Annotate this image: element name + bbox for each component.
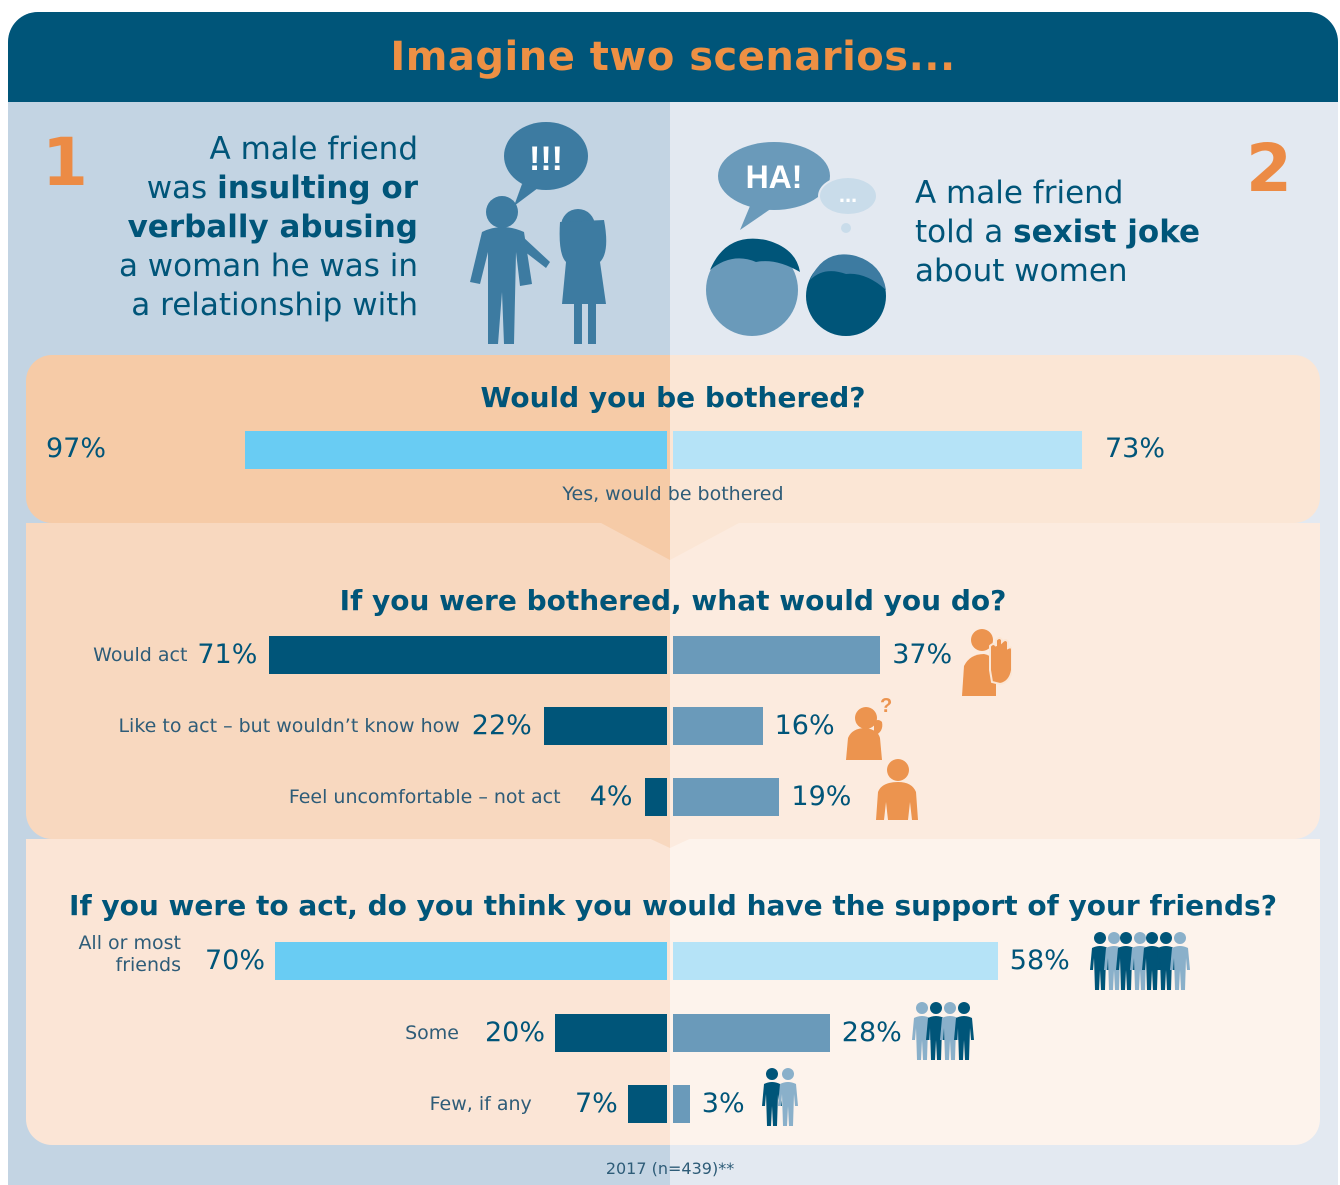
action-bar-scenario2-0 — [673, 636, 881, 674]
action-bar-scenario1-2 — [644, 778, 667, 816]
question-bothered: Would you be bothered? — [480, 381, 866, 414]
scenario1-line5: a relationship with — [131, 287, 418, 323]
action-bar-scenario1-0 — [269, 636, 667, 674]
question-what-would-you-do: If you were bothered, what would you do? — [339, 584, 1007, 617]
support-bar-scenario1-2 — [627, 1085, 667, 1123]
bothered-bar-scenario2 — [673, 431, 1082, 469]
support-label-0-line1: All or most — [78, 932, 181, 954]
scenario1-number: 1 — [42, 124, 88, 201]
question-support-of-friends: If you were to act, do you think you wou… — [69, 889, 1277, 922]
scenario1-line2: was insulting or — [146, 170, 418, 206]
scenario2-line1: A male friend — [915, 175, 1124, 211]
scenario2-line2: told a sexist joke — [915, 214, 1201, 250]
action-left-pct-1: 22% — [471, 710, 532, 741]
scenario2-description: A male friend told a sexist joke about w… — [915, 174, 1275, 291]
action-bar-scenario2-2 — [673, 778, 780, 816]
support-left-pct-0: 70% — [204, 945, 265, 976]
support-right-pct-1: 28% — [841, 1017, 902, 1048]
large-group-icon — [1090, 932, 1190, 990]
page-title: Imagine two scenarios... — [390, 34, 956, 80]
support-bar-scenario1-1 — [555, 1014, 667, 1052]
ha-speech-text: HA! — [746, 159, 803, 195]
scenario2-number: 2 — [1246, 130, 1292, 207]
uncomfortable-person-icon — [876, 759, 918, 820]
action-left-pct-0: 71% — [197, 639, 258, 670]
panel1-pointer — [588, 516, 752, 560]
support-bar-scenario1-0 — [275, 942, 667, 980]
scenario1-line3: verbally abusing — [127, 209, 418, 245]
action-label-0: Would act — [93, 644, 188, 666]
support-right-pct-0: 58% — [1009, 945, 1070, 976]
support-left-pct-1: 20% — [484, 1017, 545, 1048]
action-bar-scenario2-1 — [673, 707, 763, 745]
action-bar-scenario1-1 — [543, 707, 667, 745]
support-left-pct-2: 7% — [574, 1088, 618, 1119]
medium-group-icon — [912, 1002, 974, 1060]
svg-text:?: ? — [880, 695, 892, 717]
speech-bubble-text: !!! — [529, 140, 563, 178]
scenario1-description: A male friend was insulting or verbally … — [18, 130, 418, 325]
pair-icon — [762, 1068, 798, 1126]
bothered-left-pct: 97% — [45, 433, 106, 464]
action-label-2: Feel uncomfortable – not act — [288, 786, 561, 808]
confused-person-icon: ? — [846, 695, 892, 760]
action-right-pct-1: 16% — [774, 710, 835, 741]
raised-hand-person-icon — [962, 629, 1012, 696]
panel2-pointer — [588, 810, 752, 848]
action-right-pct-0: 37% — [892, 639, 953, 670]
support-bar-scenario2-2 — [673, 1085, 690, 1123]
action-left-pct-2: 4% — [589, 781, 633, 812]
laughing-heads-icon: HA! ... — [706, 142, 886, 336]
support-right-pct-2: 3% — [701, 1088, 745, 1119]
support-bar-scenario2-0 — [673, 942, 998, 980]
couple-arguing-icon: !!! — [470, 122, 607, 344]
action-label-1: Like to act – but wouldn’t know how — [118, 715, 460, 737]
action-right-pct-2: 19% — [791, 781, 852, 812]
infographic-card: Imagine two scenarios... 1 A male friend… — [8, 12, 1338, 1185]
support-label-0-line2: friends — [115, 954, 181, 976]
support-label-1: Some — [405, 1022, 459, 1044]
scenario1-line4: a woman he was in — [118, 248, 418, 284]
scenario1-line1: A male friend — [209, 131, 418, 167]
bothered-bar-scenario1 — [245, 431, 667, 469]
ellipsis-speech-text: ... — [839, 182, 857, 207]
bothered-caption: Yes, would be bothered — [562, 483, 784, 505]
bothered-right-pct: 73% — [1105, 433, 1166, 464]
sample-size-footnote: 2017 (n=439)** — [605, 1159, 735, 1178]
header-banner: Imagine two scenarios... — [8, 12, 1338, 102]
scenario2-line3: about women — [915, 253, 1128, 289]
support-label-2: Few, if any — [429, 1093, 532, 1115]
support-bar-scenario2-1 — [673, 1014, 830, 1052]
